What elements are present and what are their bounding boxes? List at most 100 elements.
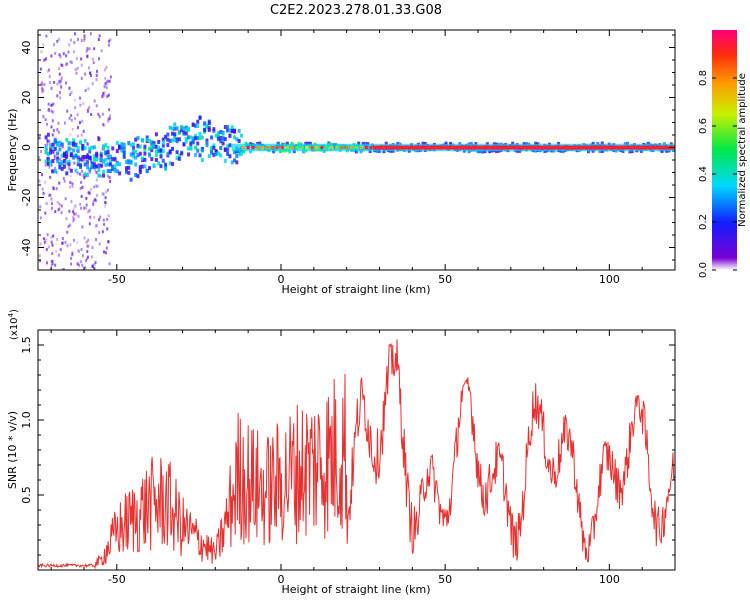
heatmap-cell [384,141,388,146]
heatmap-cell [113,157,117,162]
heatmap-cell [97,112,100,116]
heatmap-cell [83,176,86,180]
heatmap-cell [219,153,223,158]
heatmap-cell [82,173,85,177]
heatmap-cell [69,185,72,189]
heatmap-cell [53,80,56,84]
heatmap-cell [43,237,46,241]
heatmap-cell [46,142,49,146]
heatmap-cell [50,240,53,244]
heatmap-cell [107,153,110,157]
heatmap-cell [226,144,230,149]
heatmap-cell [198,153,202,158]
heatmap-cell [66,230,69,234]
heatmap-cell [210,135,214,140]
heatmap-cell [89,71,92,75]
heatmap-cell [72,219,75,223]
heatmap-cell [173,122,177,127]
heatmap-cell [219,129,223,134]
heatmap-cell [233,150,237,155]
heatmap-cell [95,223,98,227]
heatmap-cell [38,156,41,160]
heatmap-cell [58,91,61,95]
heatmap-cell [52,110,55,114]
heatmap-cell [59,83,62,87]
heatmap-cell [150,148,154,153]
heatmap-cell [216,136,220,141]
heatmap-cell [90,112,93,116]
heatmap-cell [50,54,53,58]
heatmap-cell [57,130,60,134]
heatmap-cell [177,137,181,142]
snr-multiplier: (x104) [7,309,20,340]
heatmap-cell [88,190,91,194]
heatmap-cell [95,170,98,174]
heatmap-cell [98,218,101,222]
heatmap-cell [95,78,98,82]
spectrogram-panel: -50 0 50 100 -40 -20 0 20 40 Height of straight… [6,29,676,296]
heatmap-cell [56,200,59,204]
heatmap-cell [70,147,73,151]
heatmap-cell [62,176,65,180]
heatmap-cell [74,168,78,173]
heatmap-cell [60,160,64,165]
heatmap-cell [85,160,89,165]
heatmap-cell [70,114,73,118]
heatmap-cell [93,47,96,51]
heatmap-cell [305,145,309,150]
heatmap-cell [47,109,50,113]
heatmap-cell [198,115,202,120]
heatmap-cell [56,128,59,132]
heatmap-cell [147,152,151,157]
heatmap-cell [180,128,184,133]
heatmap-cell [81,158,84,162]
heatmap-cell [40,82,43,86]
colorbar: 0.0 0.2 0.4 0.6 0.8 Normalized spectral ampl… [698,30,748,278]
colorbar-label: Normalized spectral amplitude [737,73,748,227]
heatmap-cell [219,145,223,150]
heatmap-cell [212,143,216,148]
heatmap-cell [207,127,211,132]
heatmap-cell [102,173,106,178]
heatmap-cell [228,128,232,133]
heatmap-cell [134,149,138,154]
heatmap-cell [86,191,89,195]
heatmap-cell [90,161,94,166]
heatmap-cell [214,133,218,138]
heatmap-cell [191,122,195,127]
heatmap-cell [203,121,207,126]
heatmap-cell [80,76,83,80]
heatmap-cell [115,162,119,167]
heatmap-cell [56,39,59,43]
heatmap-cell [80,133,83,137]
heatmap-cell [45,201,48,205]
heatmap-cell [81,169,84,173]
heatmap-cell [237,138,241,143]
heatmap-cell [120,148,124,153]
heatmap-cell [115,169,119,174]
heatmap-cell [85,173,89,178]
heatmap-cell [79,103,82,107]
heatmap-cell [71,127,74,131]
heatmap-cell [115,140,119,145]
heatmap-cell [93,99,96,103]
heatmap-cell [210,149,214,154]
heatmap-cell [104,157,108,162]
heatmap-cell [102,159,106,164]
heatmap-cell [50,125,53,129]
heatmap-cell [72,155,76,160]
heatmap-cell [74,68,77,72]
heatmap-cell [205,140,209,145]
heatmap-cell [90,255,93,259]
heatmap-cell [77,214,80,218]
heatmap-cell [62,164,66,169]
heatmap-cell [81,225,84,229]
heatmap-cell [345,145,349,150]
heatmap-cell [58,53,61,57]
heatmap-cell [159,164,163,169]
heatmap-cell [41,87,44,91]
heatmap-cell [70,262,73,266]
heatmap-cell [106,169,110,174]
heatmap-cell [74,98,77,102]
heatmap-cell [184,131,188,136]
